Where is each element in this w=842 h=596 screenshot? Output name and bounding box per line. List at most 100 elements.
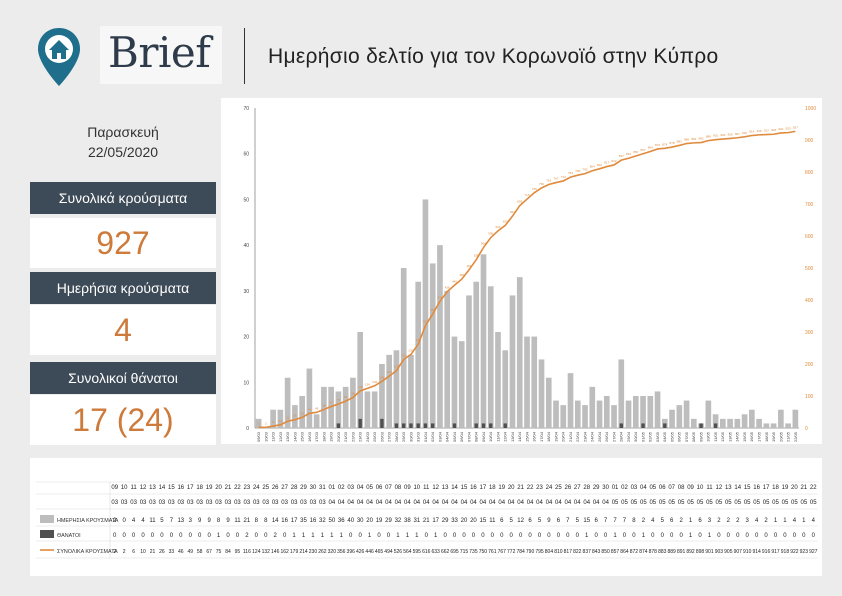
daily-cases-bar — [495, 332, 501, 428]
table-cell-daily: 2 — [727, 518, 731, 524]
total-cases-data-label: 872 — [655, 143, 660, 147]
table-cell-deaths: 0 — [255, 533, 259, 539]
x-axis-tick-label: 11/03 — [271, 431, 276, 441]
daily-cases-bar — [553, 400, 559, 428]
total-cases-data-label: 917 — [764, 129, 769, 133]
table-header-day: 09 — [404, 485, 411, 491]
right-axis-tick-label: 500 — [805, 266, 814, 272]
table-cell-daily: 5 — [510, 518, 514, 524]
table-header-month: 03 — [130, 500, 137, 506]
table-cell-deaths: 1 — [330, 533, 334, 539]
table-header-day: 09 — [111, 485, 118, 491]
table-cell-deaths: 0 — [264, 533, 268, 539]
x-axis-tick-label: 27/03 — [387, 431, 392, 442]
table-cell-deaths: 0 — [755, 533, 759, 539]
left-axis-tick-label: 70 — [243, 106, 249, 112]
table-cell-total: 767 — [498, 549, 507, 555]
total-cases-data-label: 892 — [699, 137, 704, 141]
table-header-day: 03 — [631, 485, 638, 491]
x-axis-tick-label: 05/05 — [669, 431, 674, 442]
table-cell-deaths: 0 — [132, 533, 136, 539]
table-header-day: 30 — [602, 485, 609, 491]
deaths-bar — [474, 423, 478, 428]
table-header-month: 04 — [328, 500, 335, 506]
table-cell-daily: 0 — [122, 518, 126, 524]
page-title: Ημερήσιο δελτίο για τον Κορωνοϊό στην Κύ… — [268, 45, 719, 68]
x-axis-tick-label: 07/05 — [684, 431, 689, 442]
total-cases-data-label: 772 — [561, 175, 566, 179]
chart-panel: 0 10 20 30 40 50 60 70 0 100 200 300 400 500 600 700 800… — [221, 98, 822, 444]
table-header-month: 05 — [810, 500, 817, 506]
daily-cases-bar — [357, 332, 364, 428]
table-header-day: 17 — [763, 485, 770, 491]
table-header-month: 05 — [687, 500, 694, 506]
table-cell-deaths: 0 — [462, 533, 466, 539]
deaths-bar — [663, 423, 667, 428]
table-cell-total: 850 — [601, 549, 610, 555]
x-axis-tick-label: 28/03 — [394, 431, 399, 442]
daily-cases-bar — [386, 354, 393, 428]
table-cell-total: 715 — [460, 549, 469, 555]
table-cell-daily: 2 — [642, 518, 646, 524]
table-cell-total: 898 — [696, 549, 705, 555]
table-cell-deaths: 0 — [651, 533, 655, 539]
table-cell-daily: 31 — [413, 518, 420, 524]
x-axis-tick-label: 15/03 — [300, 431, 305, 442]
table-header-month: 05 — [725, 500, 732, 506]
daily-cases-bar — [611, 405, 617, 428]
table-header-month: 05 — [716, 500, 723, 506]
table-header-month: 03 — [234, 500, 241, 506]
total-cases-data-label: 918 — [771, 128, 776, 132]
x-axis-tick-label: 24/04 — [590, 431, 595, 442]
x-axis-tick-label: 01/04 — [423, 431, 428, 442]
deaths-bar — [713, 423, 718, 428]
table-header-day: 16 — [470, 485, 477, 491]
total-cases-data-label: 2 — [258, 421, 260, 425]
x-axis-tick-label: 14/04 — [517, 431, 522, 442]
table-cell-deaths: 0 — [207, 533, 211, 539]
total-cases-data-label: 33 — [300, 411, 304, 415]
daily-cases-bar — [654, 391, 661, 428]
daily-cases-bar — [255, 418, 262, 428]
x-axis-tick-label: 03/05 — [655, 431, 660, 442]
table-cell-daily: 7 — [566, 518, 570, 524]
table-cell-daily: 4 — [651, 518, 655, 524]
table-header-day: 23 — [244, 485, 251, 491]
table-header-month: 04 — [357, 500, 364, 506]
legend-label-deaths: ΘΑΝΑΤΟΙ — [57, 533, 81, 539]
table-cell-daily: 4 — [141, 518, 145, 524]
table-cell-daily: 1 — [774, 518, 778, 524]
table-cell-deaths: 0 — [377, 533, 381, 539]
table-cell-deaths: 0 — [141, 533, 145, 539]
total-cases-data-label: 784 — [568, 171, 573, 175]
table-cell-total: 124 — [252, 549, 261, 555]
table-cell-deaths: 0 — [783, 533, 787, 539]
table-cell-daily: 11 — [149, 518, 156, 524]
x-axis-tick-label: 12/03 — [278, 431, 283, 442]
daily-cases-bar — [400, 268, 407, 428]
table-cell-daily: 16 — [281, 518, 288, 524]
x-axis-tick-label: 12/04 — [503, 431, 508, 442]
daily-cases-bar — [284, 377, 291, 428]
table-header-day: 24 — [253, 485, 260, 491]
total-cases-label: Συνολικά κρούσματα — [30, 182, 216, 214]
table-cell-daily: 2 — [764, 518, 768, 524]
table-header-day: 28 — [291, 485, 298, 491]
legend-key-deaths — [40, 530, 54, 538]
table-cell-deaths: 0 — [670, 533, 674, 539]
data-table-panel: 09 03 2 0 2 10 03 0 0 2 11 03 4 0 6 12 03 4 0 10 13 03 11 0 21 14… — [30, 458, 822, 576]
table-header-month: 05 — [791, 500, 798, 506]
table-header-day: 18 — [772, 485, 779, 491]
table-cell-daily: 15 — [583, 518, 590, 524]
table-cell-daily: 4 — [755, 518, 759, 524]
daily-cases-bar — [335, 391, 342, 428]
table-cell-total: 874 — [639, 549, 648, 555]
table-header-day: 20 — [508, 485, 515, 491]
daily-cases-bar — [567, 373, 574, 428]
table-cell-deaths: 1 — [217, 533, 221, 539]
x-axis-tick-label: 17/04 — [539, 431, 544, 442]
total-cases-data-label: 46 — [308, 407, 312, 411]
table-header-month: 05 — [668, 500, 675, 506]
table-cell-total: 761 — [488, 549, 497, 555]
daily-cases-bar — [408, 354, 414, 428]
